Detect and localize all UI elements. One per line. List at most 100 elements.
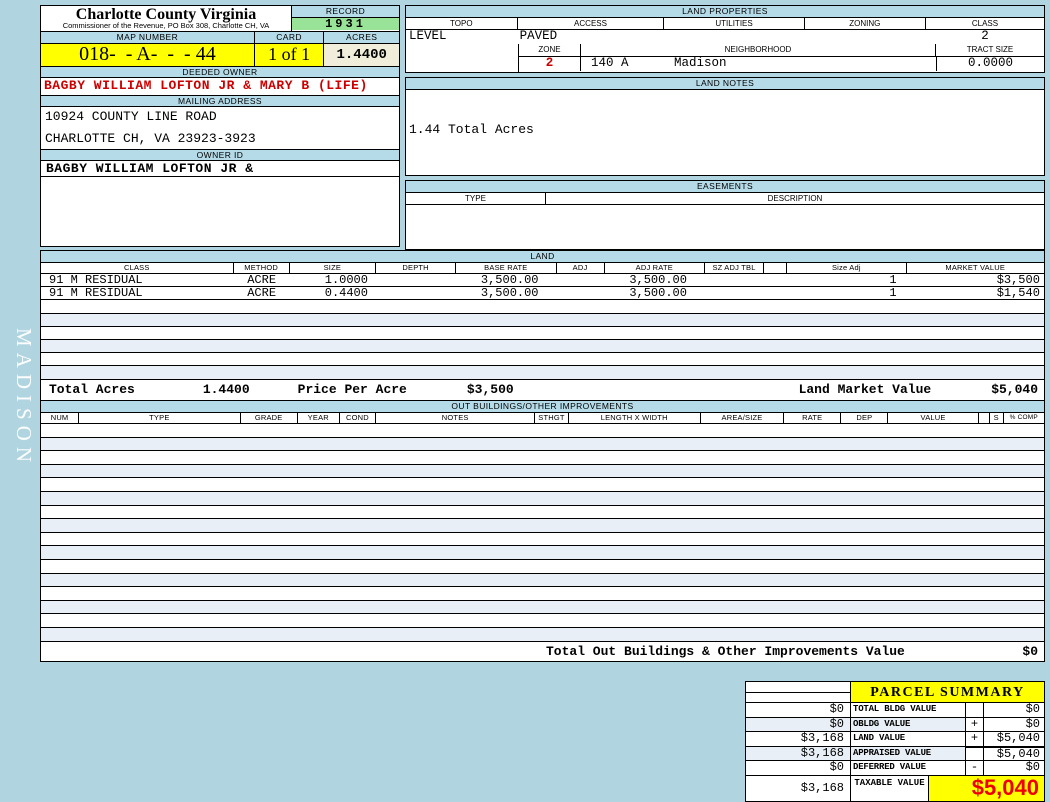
land-col-method: METHOD [233,263,290,273]
zone-label: ZONE [519,44,581,56]
land-method: ACRE [247,273,277,287]
card-value: 1 of 1 [254,44,325,66]
card-label: CARD [254,32,325,43]
land-col-size-adj: Size Adj [787,263,907,273]
map-header-row: MAP NUMBER CARD ACRES [41,31,399,43]
address-line-1: 10924 COUNTY LINE ROAD [45,109,217,124]
acres-label: ACRES [324,32,399,43]
land-totals-row: Total Acres 1.4400 Price Per Acre $3,500… [41,379,1044,400]
row-value: $5,040 [984,746,1044,760]
taxable-label: TAXABLE VALUE [851,775,929,801]
zone-value: 2 [519,57,581,71]
neighborhood-name: Madison [674,56,727,70]
map-number-label: MAP NUMBER [41,32,255,43]
land-blank-cell [764,274,787,286]
row-label: OBLDG VALUE [851,717,966,731]
land-notes-box: LAND NOTES 1.44 Total Acres [405,77,1045,176]
tract-size-value: 0.0000 [936,57,1044,71]
out-buildings-empty-rows [41,424,1044,642]
land-notes-title: LAND NOTES [406,78,1044,90]
empty-row [41,313,1044,327]
empty-row [41,546,1044,560]
empty-row [41,424,1044,438]
parcel-summary-blank-header [746,682,851,702]
land-size-adj: 1 [889,273,897,287]
empty-row [41,627,1044,642]
row-label: LAND VALUE [851,732,966,746]
ob-col-cond: COND [339,413,376,423]
row-value: $5,040 [996,731,1040,745]
land-properties-value-row: LEVEL PAVED 2 [406,30,1044,44]
zoning-value [805,30,926,44]
col-utilities: UTILITIES [664,18,805,29]
col-zoning: ZONING [804,18,926,29]
row-operator [966,746,984,760]
out-buildings-total-row: Total Out Buildings & Other Improvements… [41,641,1044,661]
row-label: TOTAL BLDG VALUE [851,703,966,717]
ob-col-area-size: AREA/SIZE [700,413,785,423]
zone-area: ZONE NEIGHBORHOOD TRACT SIZE 2 140 A Mad… [406,44,1044,72]
land-adj-rate: 3,500.00 [629,286,687,301]
land-col-class: CLASS [41,263,234,273]
row-label: DEFERRED VALUE [851,761,966,775]
empty-row [41,366,1044,380]
land-market-value: $3,500 [996,273,1040,287]
ob-col-blank [978,413,990,423]
record-value: 1931 [292,18,399,30]
land-properties-header-row: TOPO ACCESS UTILITIES ZONING CLASS [406,18,1044,30]
easements-box: EASEMENTS TYPE DESCRIPTION [405,180,1045,250]
map-value-row: 018- - A- - - 44 1 of 1 1.4400 [41,43,399,66]
summary-row-deferred: $0 DEFERRED VALUE - $0 [746,760,1044,776]
col-access: ACCESS [517,18,665,29]
empty-row [41,614,1044,628]
land-class: 91 M RESIDUAL [49,286,143,301]
deeded-owner-value: BAGBY WILLIAM LOFTON JR & MARY B (LIFE) [44,78,368,93]
land-sz-adj-tbl [705,274,764,286]
commissioner-line: Commissioner of the Revenue, PO Box 308,… [62,21,270,30]
row-operator: + [966,717,984,731]
ob-col-num: NUM [41,413,80,423]
empty-row [41,451,1044,465]
land-col-blank [764,263,788,273]
row-operator [966,703,984,717]
mailing-address-label: MAILING ADDRESS [41,95,399,107]
taxable-prior-value: $3,168 [746,775,851,801]
out-buildings-total-label: Total Out Buildings & Other Improvements… [546,643,905,659]
row-value: $0 [1025,702,1040,716]
summary-row-total-bldg: $0 TOTAL BLDG VALUE $0 [746,702,1044,718]
easements-header-row: TYPE DESCRIPTION [406,193,1044,205]
ob-col-dep: DEP [841,413,889,423]
topo-value: LEVEL [409,30,447,43]
prior-value: $0 [746,717,851,731]
acres-value: 1.4400 [324,44,399,66]
ob-col-type: TYPE [79,413,241,423]
land-depth [376,287,456,299]
zone-header-row: ZONE NEIGHBORHOOD TRACT SIZE [519,44,1044,57]
parcel-summary-title: PARCEL SUMMARY [851,682,1044,702]
ob-col-value: VALUE [888,413,979,423]
price-per-acre-label: Price Per Acre [297,382,407,397]
col-class: CLASS [925,18,1044,29]
summary-row-appraised: $3,168 APPRAISED VALUE $5,040 [746,746,1044,761]
prior-value: $3,168 [746,746,851,760]
easements-blank-area [406,205,1044,249]
land-col-market-value: MARKET VALUE [906,263,1044,273]
zone-table: ZONE NEIGHBORHOOD TRACT SIZE 2 140 A Mad… [518,44,1044,72]
empty-row [41,587,1044,601]
map-number-value: 018- - A- - - 44 [41,44,255,66]
row-label: APPRAISED VALUE [851,746,966,760]
empty-row [41,573,1044,588]
col-topo: TOPO [406,18,518,29]
land-class: 91 M RESIDUAL [49,273,143,287]
land-col-base-rate: BASE RATE [456,263,557,273]
owner-panel-blank-area [41,177,399,246]
empty-row [41,339,1044,354]
ob-col-pct-comp: % COMP [1003,413,1044,423]
land-empty-rows [41,300,1044,380]
easement-type-label: TYPE [406,193,546,204]
price-per-acre-value: $3,500 [466,382,514,397]
prior-value: $0 [746,760,851,775]
deeded-owner-label: DEEDED OWNER [41,66,399,78]
row-value: $0 [1025,760,1040,774]
land-market-value-total: $5,040 [991,382,1038,397]
